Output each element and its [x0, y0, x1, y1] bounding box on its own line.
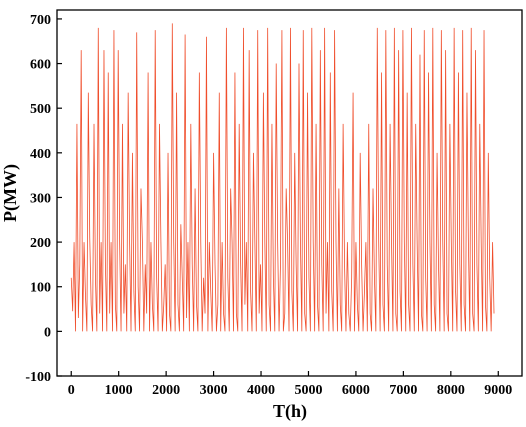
x-tick-label: 9000 [484, 383, 512, 398]
x-tick-label: 7000 [389, 383, 417, 398]
y-axis-ticks: -100 0 100 200 300 400 500 600 700 [25, 13, 62, 385]
x-tick-label: 2000 [152, 383, 180, 398]
x-tick-label: 0 [68, 383, 75, 398]
x-tick-label: 6000 [342, 383, 370, 398]
y-tick-label: 700 [30, 13, 51, 28]
x-tick-label: 4000 [247, 383, 275, 398]
x-tick-label: 8000 [437, 383, 465, 398]
y-tick-label: 100 [30, 281, 51, 296]
series-line-power [70, 23, 495, 332]
x-axis-title: T(h) [273, 401, 307, 422]
y-axis-title: P(MW) [0, 164, 21, 222]
y-tick-label: 500 [30, 102, 51, 117]
x-tick-label: 1000 [105, 383, 133, 398]
y-tick-label: 0 [44, 325, 51, 340]
plot-frame [56, 9, 523, 377]
y-tick-label: 600 [30, 58, 51, 73]
y-tick-label: 300 [30, 191, 51, 206]
y-tick-label: 400 [30, 147, 51, 162]
y-tick-label: -100 [25, 370, 51, 385]
y-tick-label: 200 [30, 236, 51, 251]
x-tick-label: 3000 [200, 383, 228, 398]
x-axis-ticks: 0 1000 2000 3000 4000 5000 6000 7000 8000 9000 [68, 371, 512, 398]
x-tick-label: 5000 [294, 383, 322, 398]
